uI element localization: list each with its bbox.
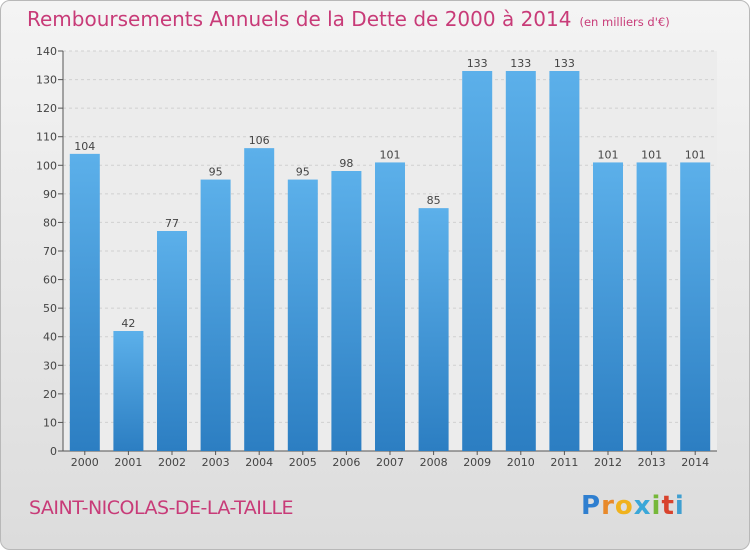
x-tick-label: 2002 — [158, 456, 186, 469]
x-tick-label: 2001 — [114, 456, 142, 469]
y-tick-label: 20 — [43, 388, 57, 401]
bar-value-label: 77 — [165, 217, 179, 230]
y-tick-label: 40 — [43, 331, 57, 344]
bar-value-label: 95 — [209, 166, 223, 179]
x-tick-label: 2000 — [71, 456, 99, 469]
bar — [69, 153, 100, 451]
bar-value-label: 85 — [427, 194, 441, 207]
bar — [418, 208, 449, 451]
bar-value-label: 101 — [598, 148, 619, 161]
y-tick-label: 140 — [36, 45, 57, 58]
bar-value-label: 42 — [121, 317, 135, 330]
x-tick-label: 2010 — [507, 456, 535, 469]
x-tick-label: 2007 — [376, 456, 404, 469]
proxiti-logo: Proxiti — [581, 491, 685, 521]
y-tick-label: 110 — [36, 131, 57, 144]
bar — [549, 71, 580, 451]
y-tick-label: 70 — [43, 245, 57, 258]
commune-name: SAINT-NICOLAS-DE-LA-TAILLE — [29, 497, 294, 519]
bar — [331, 171, 362, 451]
bar-value-label: 133 — [467, 57, 488, 70]
bar — [113, 331, 144, 451]
bar — [593, 162, 623, 451]
y-tick-label: 80 — [43, 216, 57, 229]
x-tick-label: 2003 — [202, 456, 230, 469]
bar — [636, 162, 667, 451]
bar-value-label: 133 — [554, 57, 575, 70]
bar-value-label: 101 — [641, 148, 662, 161]
bar — [200, 179, 231, 452]
y-tick-label: 120 — [36, 102, 57, 115]
bar — [287, 179, 318, 452]
bar-value-label: 101 — [685, 148, 706, 161]
y-tick-label: 90 — [43, 188, 57, 201]
x-tick-label: 2012 — [594, 456, 622, 469]
y-tick-label: 60 — [43, 274, 57, 287]
y-tick-label: 0 — [50, 445, 57, 458]
bar-value-label: 95 — [296, 166, 310, 179]
chart-unit-note: (en milliers d'€) — [579, 15, 670, 29]
chart-title: Remboursements Annuels de la Dette de 20… — [27, 7, 572, 31]
bar — [157, 231, 187, 451]
bar-value-label: 98 — [339, 157, 353, 170]
bar — [505, 71, 536, 451]
bar-value-label: 101 — [380, 148, 401, 161]
y-tick-label: 50 — [43, 302, 57, 315]
x-tick-label: 2006 — [332, 456, 360, 469]
bar-value-label: 104 — [74, 140, 95, 153]
title-row: Remboursements Annuels de la Dette de 20… — [27, 7, 670, 31]
y-tick-label: 130 — [36, 74, 57, 87]
y-tick-label: 10 — [43, 416, 57, 429]
bar-value-label: 106 — [249, 134, 270, 147]
x-tick-label: 2004 — [245, 456, 273, 469]
x-tick-label: 2005 — [289, 456, 317, 469]
bar — [462, 71, 493, 451]
x-tick-label: 2014 — [681, 456, 709, 469]
x-tick-label: 2009 — [463, 456, 491, 469]
bar — [244, 148, 275, 451]
x-tick-label: 2011 — [550, 456, 578, 469]
x-tick-label: 2013 — [638, 456, 666, 469]
bar — [375, 162, 405, 451]
x-tick-label: 2008 — [420, 456, 448, 469]
y-tick-label: 100 — [36, 159, 57, 172]
bar-value-label: 133 — [510, 57, 531, 70]
bar — [680, 162, 711, 451]
y-tick-label: 30 — [43, 359, 57, 372]
